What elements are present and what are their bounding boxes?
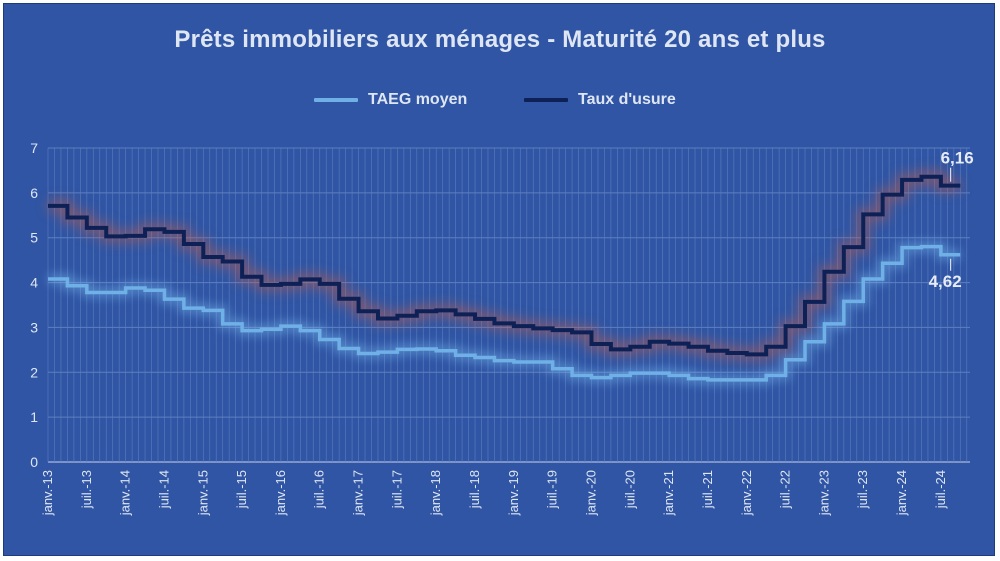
y-tick-label: 6 [30, 185, 38, 201]
x-tick-label: juil.-23 [855, 470, 870, 509]
x-tick-label: juil.-16 [312, 470, 327, 509]
legend-label-usure: Taux d'usure [578, 91, 676, 108]
chart-title: Prêts immobiliers aux ménages - Maturité… [174, 26, 826, 53]
data-label-taeg: 4,62 [929, 272, 962, 291]
x-tick-label: janv.-21 [661, 470, 676, 516]
data-label-usure: 6,16 [941, 149, 974, 168]
y-tick-label: 5 [30, 230, 38, 246]
legend-label-taeg: TAEG moyen [368, 91, 468, 108]
legend-swatch-taeg [314, 98, 358, 102]
x-tick-label: juil.-24 [933, 470, 948, 509]
x-tick-label: janv.-19 [506, 470, 521, 516]
x-tick-label: juil.-15 [234, 470, 249, 509]
x-tick-label: janv.-22 [739, 470, 754, 516]
y-tick-label: 4 [30, 275, 38, 291]
x-tick-label: janv.-14 [118, 470, 133, 516]
x-tick-label: juil.-20 [622, 470, 637, 509]
x-tick-label: janv.-24 [894, 470, 909, 516]
y-tick-label: 0 [30, 454, 38, 470]
x-tick-label: janv.-17 [351, 470, 366, 516]
x-tick-label: juil.-19 [545, 470, 560, 509]
x-tick-label: janv.-15 [195, 470, 210, 516]
y-tick-label: 7 [30, 140, 38, 156]
x-tick-label: janv.-20 [583, 470, 598, 516]
series-line-taeg [48, 244, 961, 382]
x-tick-label: janv.-13 [40, 470, 55, 516]
x-tick-label: janv.-16 [273, 470, 288, 516]
y-tick-label: 3 [30, 319, 38, 335]
x-tick-label: juil.-21 [700, 470, 715, 509]
y-tick-label: 2 [30, 364, 38, 380]
x-tick-label: juil.-22 [778, 470, 793, 509]
x-tick-label: janv.-23 [816, 470, 831, 516]
legend-swatch-usure [524, 98, 568, 102]
x-tick-label: juil.-13 [79, 470, 94, 509]
legend-item-taeg: TAEG moyen [314, 91, 467, 109]
x-tick-label: juil.-18 [467, 470, 482, 509]
x-tick-label: juil.-14 [156, 470, 171, 509]
y-tick-label: 1 [30, 409, 38, 425]
series-line-usure [48, 174, 961, 357]
x-tick-label: juil.-17 [389, 470, 404, 509]
legend-item-usure: Taux d'usure [524, 91, 676, 109]
x-tick-label: janv.-18 [428, 470, 443, 516]
